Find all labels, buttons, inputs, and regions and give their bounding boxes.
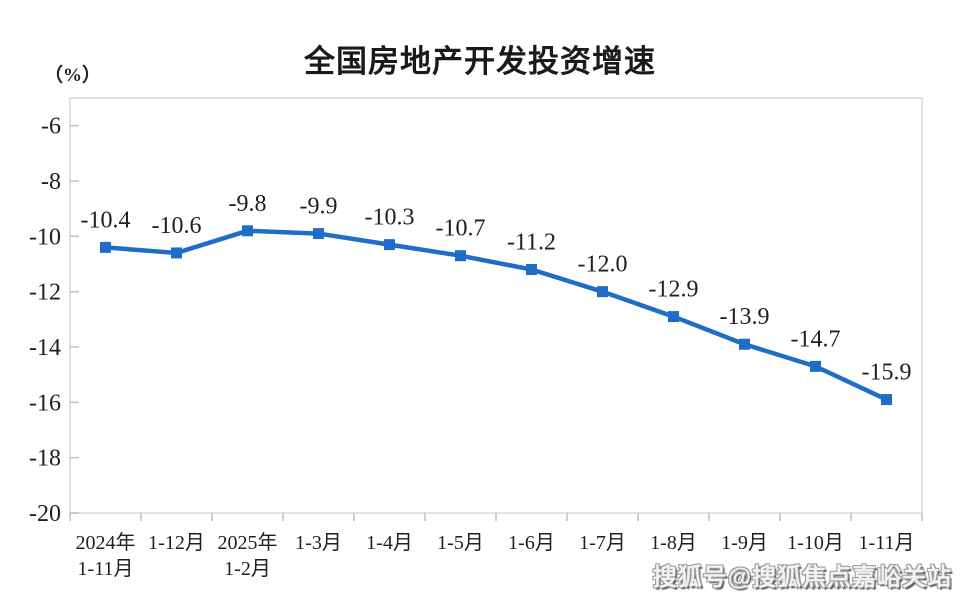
x-axis-label: 1-12月 [148, 532, 205, 554]
x-axis-label: 1-3月 [295, 532, 342, 554]
y-axis-tick-label: -20 [29, 501, 61, 527]
data-point-label: -12.0 [578, 252, 628, 278]
data-point-marker [526, 264, 537, 276]
data-point-label: -15.9 [862, 360, 912, 386]
y-axis-tick-label: -6 [41, 114, 61, 140]
data-point-marker [313, 228, 324, 240]
data-point-marker [810, 360, 821, 372]
data-point-label: -9.9 [300, 194, 338, 220]
watermark-text: 搜狐号@搜狐焦点嘉峪关站 [652, 564, 952, 591]
plot-frame [69, 97, 923, 514]
y-axis-unit-label: （%） [44, 65, 102, 86]
data-point-marker [384, 239, 395, 251]
y-axis-tick-label: -14 [29, 335, 61, 361]
data-point-label: -11.2 [507, 230, 556, 256]
data-point-marker [242, 225, 253, 237]
data-point-label: -10.6 [152, 213, 202, 239]
data-point-label: -10.3 [365, 205, 415, 231]
y-axis-tick-label: -8 [41, 169, 61, 195]
data-point-label: -10.4 [81, 207, 131, 233]
data-point-marker [668, 311, 679, 323]
x-axis-label: 1-7月 [579, 532, 626, 554]
chart-title: 全国房地产开发投资增速 [304, 44, 656, 79]
data-point-marker [455, 250, 466, 262]
data-point-label: -9.8 [229, 191, 267, 217]
x-axis-label: 2025年 [218, 531, 278, 554]
x-axis-label: 1-5月 [437, 532, 484, 554]
data-point-label: -13.9 [720, 304, 770, 330]
data-point-marker [739, 338, 750, 350]
y-axis-tick-label: -10 [29, 224, 61, 250]
data-point-marker [881, 394, 892, 406]
data-point-label: -12.9 [649, 277, 699, 303]
x-axis-label: 1-6月 [508, 532, 555, 554]
y-axis-tick-label: -16 [29, 390, 61, 416]
x-axis-label: 1-2月 [224, 558, 271, 580]
data-point-marker [171, 247, 182, 259]
data-point-label: -14.7 [791, 326, 841, 352]
x-axis-label: 1-9月 [721, 532, 768, 554]
data-point-marker [597, 286, 608, 298]
x-axis-label: 2024年 [76, 531, 136, 554]
x-axis-label: 1-10月 [787, 532, 844, 554]
x-axis-label: 1-11月 [859, 532, 915, 554]
y-axis-tick-label: -18 [29, 446, 61, 472]
x-axis-label: 1-8月 [650, 532, 697, 554]
x-axis-label: 1-4月 [366, 532, 413, 554]
x-axis-label: 1-11月 [78, 558, 134, 580]
data-line [103, 228, 889, 402]
y-axis-tick-label: -12 [29, 280, 61, 306]
data-point-label: -10.7 [436, 216, 486, 242]
data-point-marker [100, 241, 111, 253]
